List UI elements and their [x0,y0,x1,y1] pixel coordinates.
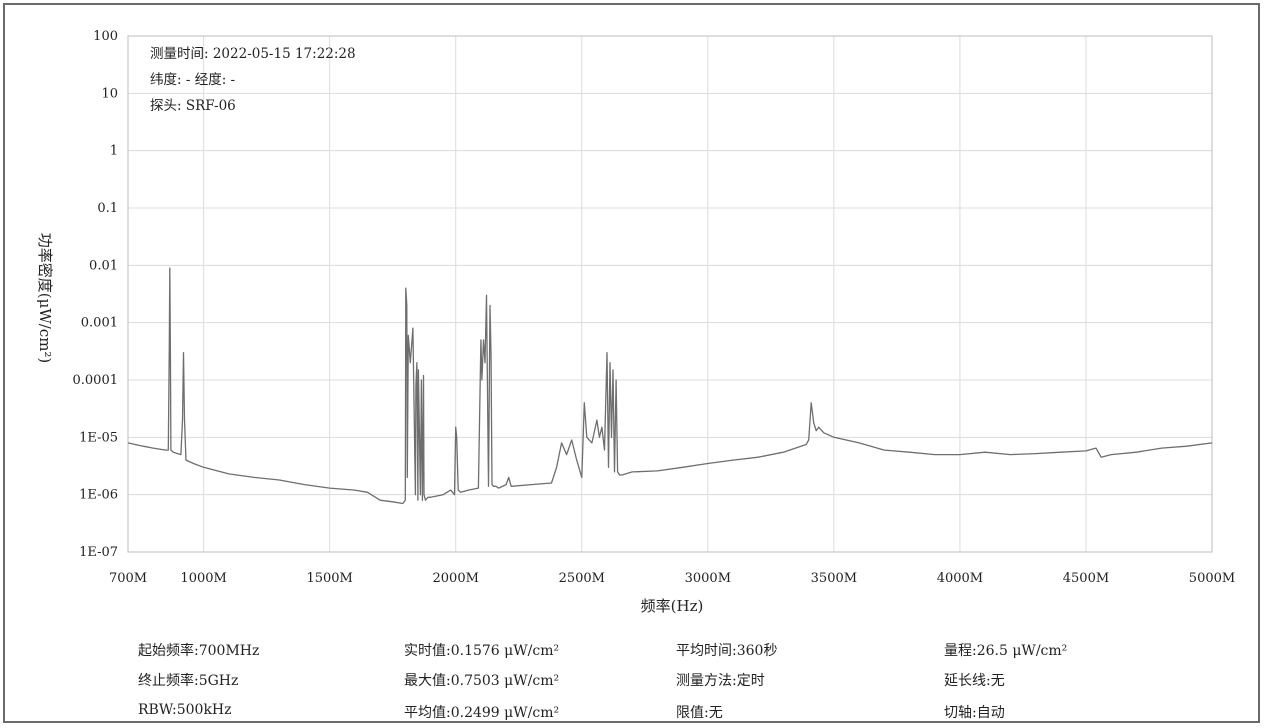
y-tick-label: 1E-05 [79,430,118,445]
x-axis-title: 频率(Hz) [641,597,704,615]
x-tick-label: 1500M [306,571,352,586]
probe-annotation: 探头: SRF-06 [150,98,236,114]
max-value: 最大值:0.7503 μW/cm² [404,673,560,689]
grid [127,35,1213,553]
spectrum-chart: 1001010.10.010.0010.00011E-051E-061E-07 … [36,29,1235,615]
y-tick-label: 0.1 [97,201,118,216]
measurement-range: 量程:26.5 μW/cm² [944,643,1068,659]
start-frequency: 起始频率:700MHz [138,643,260,659]
extension-line: 延长线:无 [944,673,1005,689]
x-tick-label: 700M [109,571,147,586]
y-tick-label: 1 [110,144,118,159]
y-tick-label: 0.0001 [73,373,119,388]
lat-lon-annotation: 纬度: - 经度: - [150,72,235,88]
y-tick-label: 0.01 [89,258,118,273]
measurement-method: 测量方法:定时 [676,673,765,689]
y-tick-label: 0.001 [81,316,118,331]
limit-value: 限值:无 [676,705,723,721]
axis-cut: 切轴:自动 [944,705,1005,721]
realtime-value: 实时值:0.1576 μW/cm² [404,643,560,659]
measurement-info: 测量时间: 2022-05-15 17:22:28 纬度: - 经度: - 探头… [150,46,356,114]
average-value: 平均值:0.2499 μW/cm² [404,705,560,721]
y-tick-label: 1E-06 [79,488,118,503]
average-time: 平均时间:360秒 [676,643,778,659]
measure-time-annotation: 测量时间: 2022-05-15 17:22:28 [150,46,356,62]
x-tick-label: 5000M [1189,571,1235,586]
y-tick-label: 10 [101,86,118,101]
y-axis-ticks: 100 10 1 0.1 0.01 0.001 0.0001 1E-05 1E-06 1E-07 [73,29,119,560]
spectrum-series-line [127,267,1213,505]
measurement-summary: 起始频率:700MHz 终止频率:5GHz RBW:500kHz 实时值:0.1… [0,632,1267,728]
x-tick-label: 3000M [685,571,731,586]
x-tick-label: 4500M [1063,571,1109,586]
x-tick-label: 1000M [180,571,226,586]
chart-frame [3,3,1260,723]
rbw-value: RBW:500kHz [138,702,232,718]
plot-border [127,35,1213,553]
y-tick-label: 100 [93,29,118,44]
y-tick-label: 1E-07 [79,545,118,560]
x-tick-label: 2000M [433,571,479,586]
y-axis-title: 功率密度(μW/cm²) [36,233,54,364]
stop-frequency: 终止频率:5GHz [138,673,239,689]
x-axis-ticks: 700M 1000M 1500M 2000M 2500M 3000M 3500M 4000M 4… [109,571,1235,586]
x-tick-label: 4000M [937,571,983,586]
x-tick-label: 3500M [811,571,857,586]
series-layer [127,267,1213,505]
x-tick-label: 2500M [559,571,605,586]
